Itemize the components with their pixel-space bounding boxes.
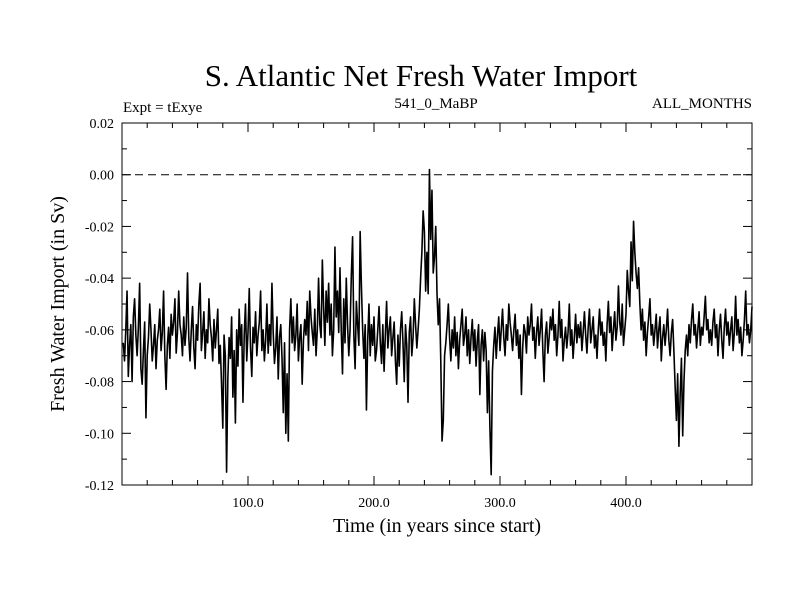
y-tick-label: -0.10 bbox=[85, 427, 114, 442]
x-tick-label: 200.0 bbox=[358, 496, 390, 511]
subtitle-center: 541_0_MaBP bbox=[394, 96, 477, 112]
plot-frame bbox=[121, 122, 753, 486]
x-axis-label: Time (in years since start) bbox=[333, 515, 541, 537]
chart-title: S. Atlantic Net Fresh Water Import bbox=[205, 58, 638, 93]
y-tick-label: -0.12 bbox=[85, 479, 114, 494]
x-tick-label: 400.0 bbox=[610, 496, 642, 511]
y-tick-label: 0.00 bbox=[90, 169, 115, 184]
y-tick-label: -0.02 bbox=[85, 220, 114, 235]
y-tick-label: -0.08 bbox=[85, 376, 114, 391]
x-axis: 100.0 200.0 300.0 400.0 bbox=[146, 123, 728, 511]
subtitle-left: Expt = tExye bbox=[123, 100, 203, 116]
y-axis-label: Fresh Water Import (in Sv) bbox=[47, 196, 69, 412]
y-tick-label: 0.02 bbox=[90, 117, 115, 132]
x-tick-label: 100.0 bbox=[232, 496, 264, 511]
subtitle-right: ALL_MONTHS bbox=[652, 96, 752, 112]
series-line bbox=[122, 168, 753, 476]
y-axis: -0.12 -0.10 -0.08 -0.06 -0.04 -0.02 0.00 0.02 bbox=[85, 117, 752, 494]
y-tick-label: -0.04 bbox=[85, 272, 114, 287]
y-tick-label: -0.06 bbox=[85, 324, 114, 339]
x-tick-label: 300.0 bbox=[484, 496, 516, 511]
